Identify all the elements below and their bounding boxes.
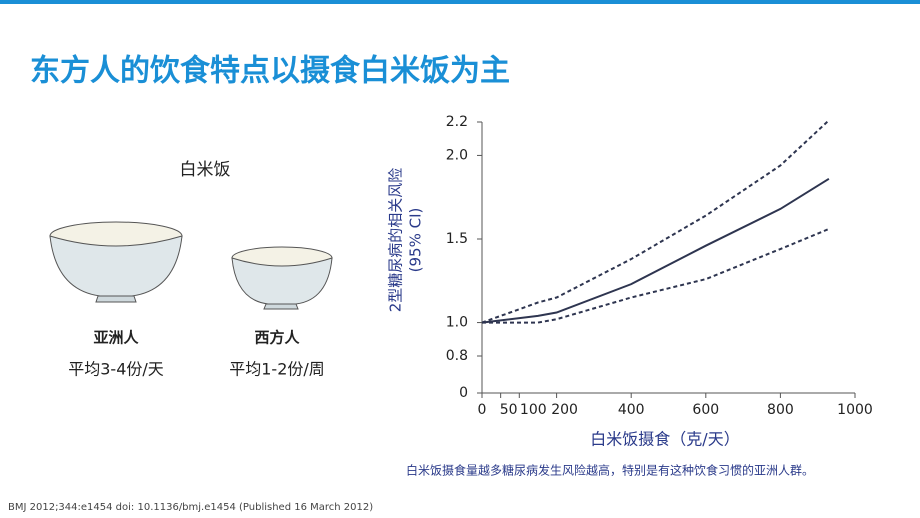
group-label: 亚洲人 [93,329,139,347]
series-line [481,177,830,324]
series-line [482,228,830,324]
x-tick-label: 200 [551,402,578,418]
x-tick-label: 0 [478,402,487,418]
group-label: 西方人 [254,329,300,347]
bowl-large [49,221,183,303]
x-tick-label: 1000 [837,402,873,418]
portion-label: 平均1-2份/周 [229,360,325,379]
bowl-small [231,246,333,310]
caption: 白米饭摄食量越多糖尿病发生风险越高，特别是有这种饮食习惯的亚洲人群。 [406,463,814,478]
portion-label: 平均3-4份/天 [68,360,164,379]
slide-title: 东方人的饮食特点以摄食白米饭为主 [30,54,510,89]
y-tick-label: 0.8 [446,348,468,364]
y-axis-label: 2型糖尿病的相关风险 [387,168,405,313]
citation: BMJ 2012;344:e1454 doi: 10.1136/bmj.e145… [8,502,373,513]
y-tick-label: 2.0 [446,147,468,163]
x-tick-label: 600 [692,402,719,418]
x-tick-label: 50 [500,402,518,418]
plot: 0 0.8 1.0 1.5 2.0 2.2 0 50 100 200 400 600 800 1000 [446,114,873,418]
y-tick-label: 1.5 [446,231,468,247]
x-tick-label: 400 [618,402,645,418]
x-tick-label: 800 [767,402,794,418]
series-line [481,119,830,324]
y-tick-label: 0 [459,385,468,401]
panel-heading: 白米饭 [180,160,231,180]
top-bar [0,0,920,4]
x-axis-label: 白米饭摄食（克/天） [590,430,739,449]
y-tick-label: 2.2 [446,114,468,130]
y-tick-label: 1.0 [446,315,468,331]
y-axis-label: (95% CI) [407,208,425,273]
x-tick-label: 100 [520,402,547,418]
